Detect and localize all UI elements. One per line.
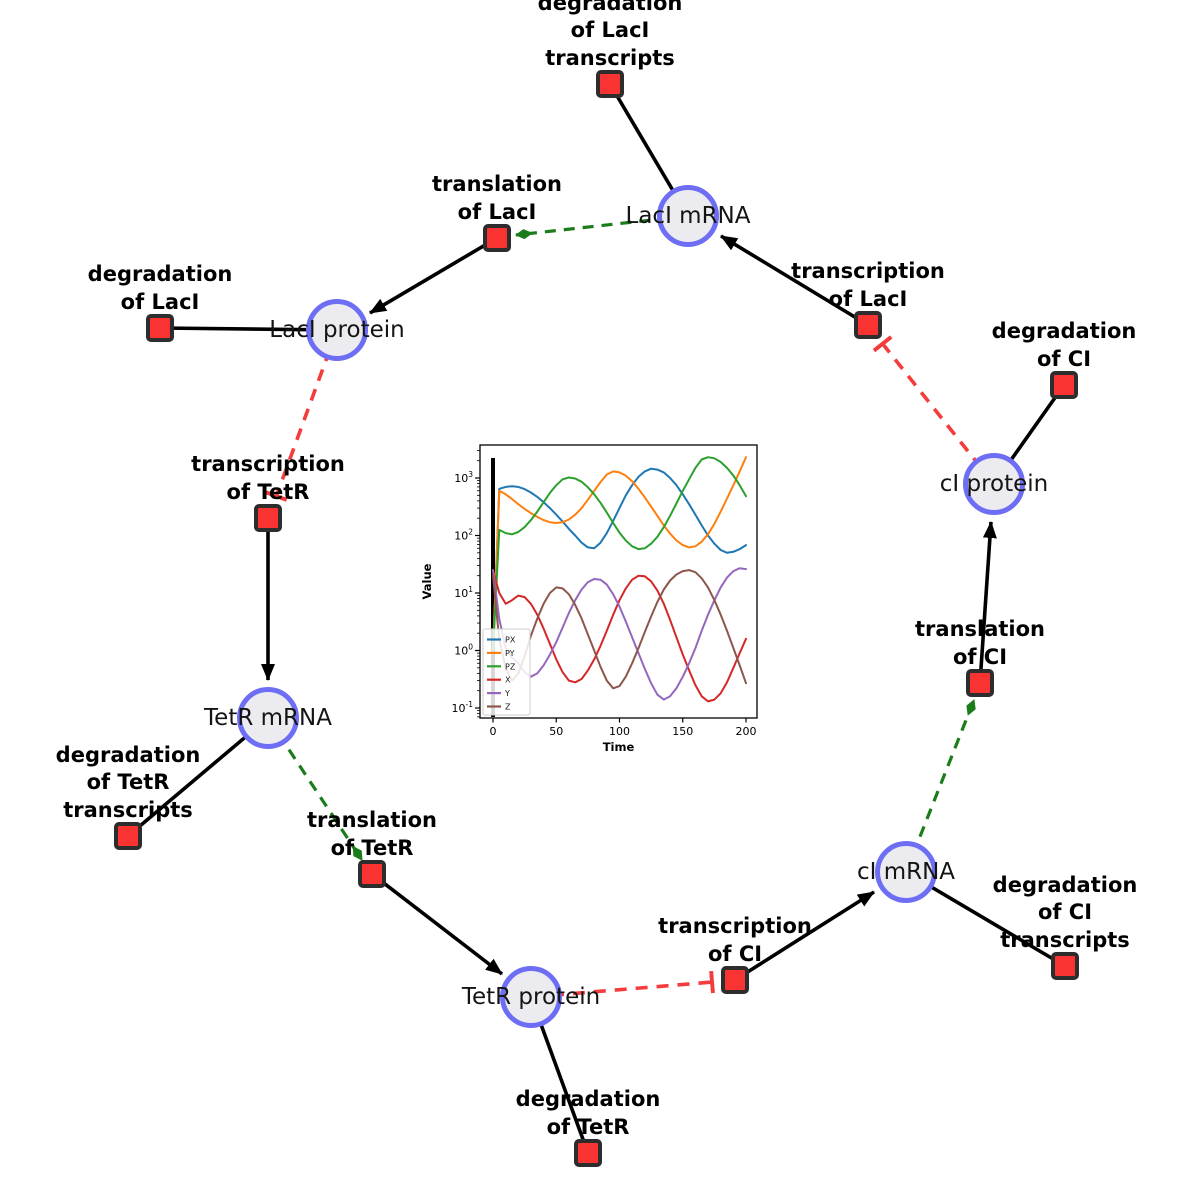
svg-text:103: 103 [454, 470, 473, 485]
reaction-node-degradation-tetr[interactable]: degradation of TetR [516, 1087, 660, 1167]
svg-text:200: 200 [736, 725, 757, 738]
reaction-node-translation-tetr[interactable]: translation of TetR [307, 808, 437, 888]
species-node-ci-mrna[interactable]: cI mRNA [857, 841, 955, 903]
reaction-label: degradation of LacI transcripts [537, 0, 683, 70]
species-node-tetr-mrna[interactable]: TetR mRNA [204, 687, 332, 749]
reaction-node-degradation-ci-transcripts[interactable]: degradation of CI transcripts [993, 873, 1137, 980]
svg-text:PZ: PZ [505, 662, 516, 671]
reaction-label: degradation of CI [991, 319, 1137, 371]
reaction-label: translation of CI [915, 617, 1045, 669]
species-node-laci-mrna[interactable]: LacI mRNA [626, 185, 751, 247]
species-node-ci-protein[interactable]: cI protein [940, 453, 1048, 515]
reaction-label: transcription of TetR [191, 452, 345, 504]
reaction-label: degradation of LacI [87, 262, 233, 314]
svg-text:X: X [505, 676, 511, 685]
svg-text:Time: Time [603, 740, 635, 754]
species-label-laci-protein: LacI protein [269, 317, 405, 343]
species-node-laci-protein[interactable]: LacI protein [269, 299, 405, 361]
species-label-tetr-mrna: TetR mRNA [204, 705, 332, 731]
svg-text:PY: PY [505, 649, 515, 658]
reaction-node-transcription-laci[interactable]: transcription of LacI [791, 259, 945, 339]
reaction-node-degradation-tetr-transcripts[interactable]: degradation of TetR transcripts [56, 743, 200, 850]
simulation-plot: 0 50 100 150 200 10-1 100 101 102 103 Time Value PX P… [420, 444, 758, 754]
svg-text:0: 0 [490, 725, 497, 738]
reaction-label: degradation of TetR [515, 1087, 661, 1139]
reaction-label: degradation of CI transcripts [992, 873, 1138, 952]
reaction-node-transcription-tetr[interactable]: transcription of TetR [191, 452, 345, 532]
reaction-label: transcription of CI [658, 914, 812, 966]
reaction-node-degradation-laci[interactable]: degradation of LacI [88, 262, 232, 342]
svg-text:Value: Value [420, 563, 434, 599]
svg-text:102: 102 [454, 528, 473, 543]
reaction-node-transcription-ci[interactable]: transcription of CI [658, 914, 812, 994]
species-node-tetr-protein[interactable]: TetR protein [462, 966, 600, 1028]
reaction-node-translation-laci[interactable]: translation of LacI [432, 172, 562, 252]
flow-arrows [261, 234, 997, 982]
reaction-label: translation of TetR [307, 808, 437, 860]
svg-text:101: 101 [454, 585, 473, 600]
species-label-laci-mrna: LacI mRNA [625, 203, 751, 229]
svg-text:Z: Z [505, 703, 511, 712]
reaction-label: degradation of TetR transcripts [55, 743, 201, 822]
reaction-label: transcription of LacI [791, 259, 945, 311]
svg-text:100: 100 [454, 643, 473, 658]
reaction-node-degradation-ci[interactable]: degradation of CI [992, 319, 1136, 399]
svg-text:10-1: 10-1 [452, 700, 474, 715]
svg-text:Y: Y [504, 689, 510, 698]
svg-text:100: 100 [609, 725, 630, 738]
reaction-node-degradation-laci-transcripts[interactable]: degradation of LacI transcripts [538, 0, 682, 98]
reaction-label: translation of LacI [432, 172, 562, 224]
svg-text:50: 50 [549, 725, 563, 738]
svg-text:PX: PX [505, 636, 516, 645]
svg-text:150: 150 [672, 725, 693, 738]
reaction-node-translation-ci[interactable]: translation of CI [915, 617, 1045, 697]
species-label-ci-mrna: cI mRNA [856, 859, 956, 885]
species-label-tetr-protein: TetR protein [461, 984, 601, 1010]
species-label-ci-protein: cI protein [939, 471, 1049, 497]
